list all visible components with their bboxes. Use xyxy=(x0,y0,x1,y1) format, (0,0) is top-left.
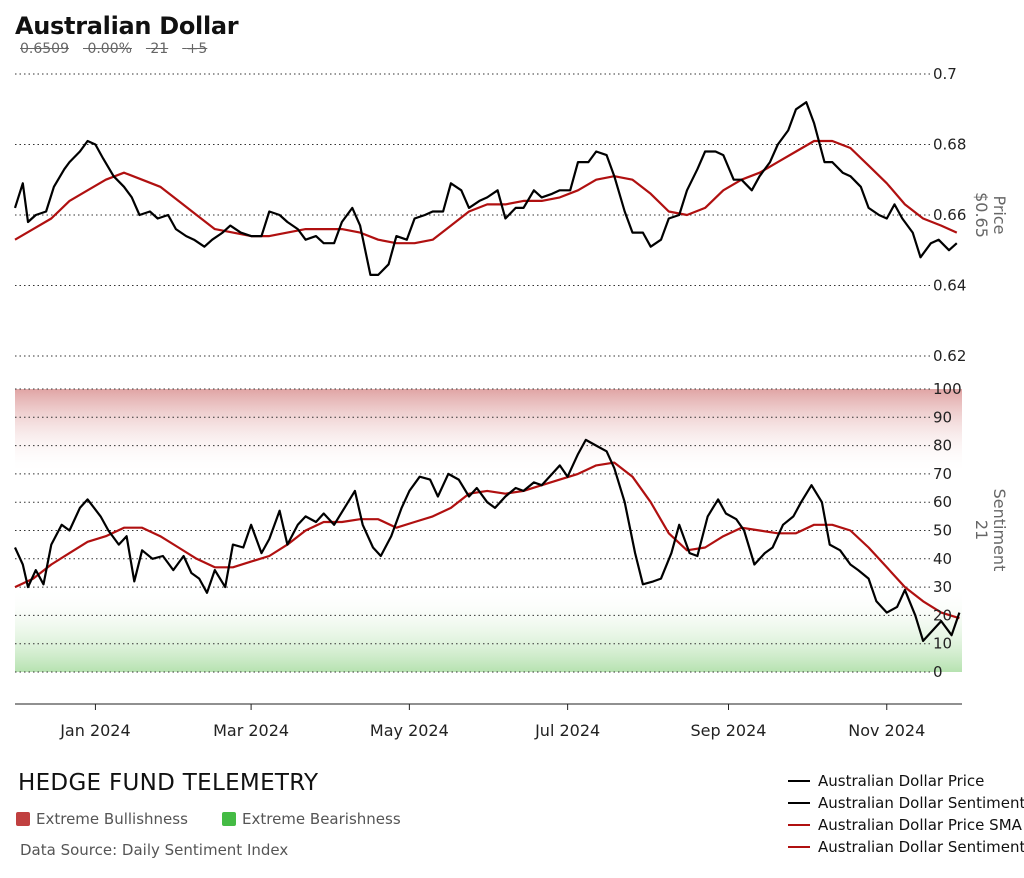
price-current-label: $0.65 xyxy=(972,192,991,238)
x-tick-label: Nov 2024 xyxy=(848,721,925,740)
x-tick-label: May 2024 xyxy=(370,721,449,740)
sentiment-tick-label: 20 xyxy=(933,606,952,624)
bullish-swatch xyxy=(16,812,30,826)
x-tick-label: Sep 2024 xyxy=(691,721,767,740)
sentiment-line xyxy=(14,438,961,642)
price-axis-title: Price xyxy=(990,195,1009,234)
legend-extreme-bearishness: Extreme Bearishness xyxy=(222,810,401,828)
stat-sentiment-change: +5 xyxy=(186,41,208,57)
price-tick-label: 0.62 xyxy=(933,347,966,365)
sentiment-tick-label: 80 xyxy=(933,437,952,455)
data-source: Data Source: Daily Sentiment Index xyxy=(20,841,289,859)
legend-line xyxy=(788,846,810,848)
stat-last-price: 0.6509 xyxy=(20,41,69,57)
extreme-bearishness-band xyxy=(15,587,962,672)
price-tick-label: 0.64 xyxy=(933,277,966,295)
sentiment-tick-label: 100 xyxy=(933,380,962,398)
sentiment-tick-label: 70 xyxy=(933,465,952,483)
legend-item-sentiment-sma[interactable]: Australian Dollar Sentiment SMA xyxy=(788,836,1024,858)
price-line xyxy=(13,101,958,276)
x-tick-label: Jul 2024 xyxy=(534,721,600,740)
sentiment-tick-label: 40 xyxy=(933,550,952,568)
sentiment-tick-label: 60 xyxy=(933,493,952,511)
x-tick-label: Mar 2024 xyxy=(213,721,289,740)
sentiment-axis-title: Sentiment xyxy=(990,489,1009,572)
sentiment-tick-label: 90 xyxy=(933,408,952,426)
x-tick-label: Jan 2024 xyxy=(59,721,130,740)
legend-line xyxy=(788,780,810,782)
legend-item-price-sma[interactable]: Australian Dollar Price SMA xyxy=(788,814,1024,836)
price-tick-label: 0.68 xyxy=(933,136,966,154)
price-tick-label: 0.66 xyxy=(933,206,966,224)
legend-item-sentiment[interactable]: Australian Dollar Sentiment xyxy=(788,792,1024,814)
price-tick-label: 0.7 xyxy=(933,65,957,83)
stat-change-pct: 0.00% xyxy=(87,41,132,57)
stat-sentiment: 21 xyxy=(150,41,169,57)
bullish-label: Extreme Bullishness xyxy=(36,810,188,828)
legend-extreme-bullishness: Extreme Bullishness xyxy=(16,810,188,828)
legend-line xyxy=(788,824,810,826)
sentiment-tick-label: 0 xyxy=(933,663,943,681)
extreme-bullishness-band xyxy=(15,389,962,474)
bearish-swatch xyxy=(222,812,236,826)
legend-label: Australian Dollar Price SMA xyxy=(818,816,1022,834)
sentiment-tick-label: 50 xyxy=(933,522,952,540)
header-stats: 0.6509 0.00% 21 +5 xyxy=(20,41,221,57)
chart-canvas: 0.62 0.64 0.66 0.68 0.7 0 10 20 30 40 50 60 70 80 90 10… xyxy=(13,65,1009,740)
brand-name: HEDGE FUND TELEMETRY xyxy=(18,770,319,796)
legend-line xyxy=(788,802,810,804)
legend-label: Australian Dollar Sentiment SMA xyxy=(818,838,1024,856)
bearish-label: Extreme Bearishness xyxy=(242,810,401,828)
sentiment-sma-line xyxy=(14,461,960,620)
sentiment-tick-label: 30 xyxy=(933,578,952,596)
legend-item-price[interactable]: Australian Dollar Price xyxy=(788,770,1024,792)
legend-label: Australian Dollar Sentiment xyxy=(818,794,1024,812)
price-sma-line xyxy=(14,139,958,245)
sentiment-tick-label: 10 xyxy=(933,635,952,653)
chart-title: Australian Dollar xyxy=(15,12,239,40)
series-legend: Australian Dollar Price Australian Dolla… xyxy=(788,770,1024,858)
legend-label: Australian Dollar Price xyxy=(818,772,985,790)
sentiment-current-label: 21 xyxy=(972,520,991,540)
